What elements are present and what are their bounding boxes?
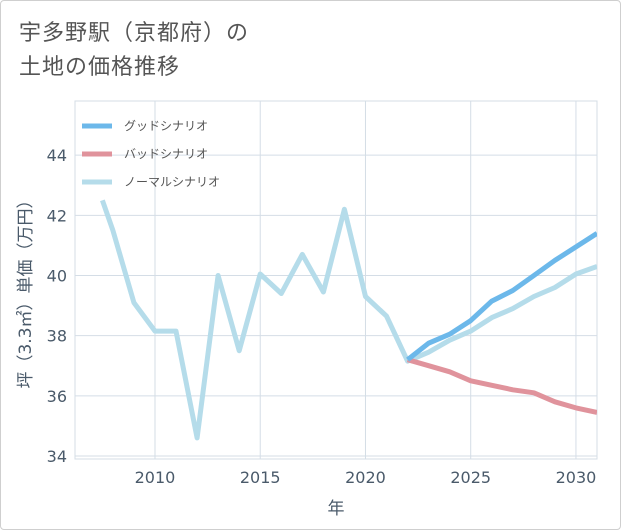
x-axis-ticks: 2010 2015 2020 2025 2030	[135, 468, 597, 487]
series-line-1	[406, 357, 597, 415]
legend-label[interactable]: グッドシナリオ	[124, 119, 208, 133]
y-tick-label: 38	[47, 327, 67, 346]
series-lines	[100, 199, 597, 441]
y-tick-label: 34	[47, 447, 67, 466]
y-axis-title: 坪（3.3㎡）単価（万円）	[16, 191, 36, 388]
x-tick-label: 2030	[556, 468, 597, 487]
y-tick-label: 44	[47, 146, 67, 165]
chart-title-line-2: 土地の価格推移	[19, 55, 181, 80]
x-tick-label: 2010	[135, 468, 176, 487]
plot-area-border	[74, 100, 598, 460]
y-tick-label: 36	[47, 387, 67, 406]
x-axis-title: 年	[328, 499, 345, 519]
series-line-0	[406, 231, 597, 362]
y-tick-label: 40	[47, 266, 67, 285]
y-axis-ticks: 34 36 38 40 42 44	[47, 146, 67, 466]
x-tick-label: 2015	[240, 468, 281, 487]
x-tick-label: 2020	[345, 468, 386, 487]
series-line-2	[100, 199, 597, 441]
legend-label[interactable]: ノーマルシナリオ	[124, 175, 220, 189]
chart-title: 宇多野駅（京都府）の 土地の価格推移	[19, 17, 249, 85]
chart-title-line-1: 宇多野駅（京都府）の	[19, 21, 250, 46]
y-tick-label: 42	[47, 206, 67, 225]
grid-lines	[75, 101, 597, 459]
legend-label[interactable]: バッドシナリオ	[124, 147, 208, 161]
x-tick-label: 2025	[450, 468, 491, 487]
